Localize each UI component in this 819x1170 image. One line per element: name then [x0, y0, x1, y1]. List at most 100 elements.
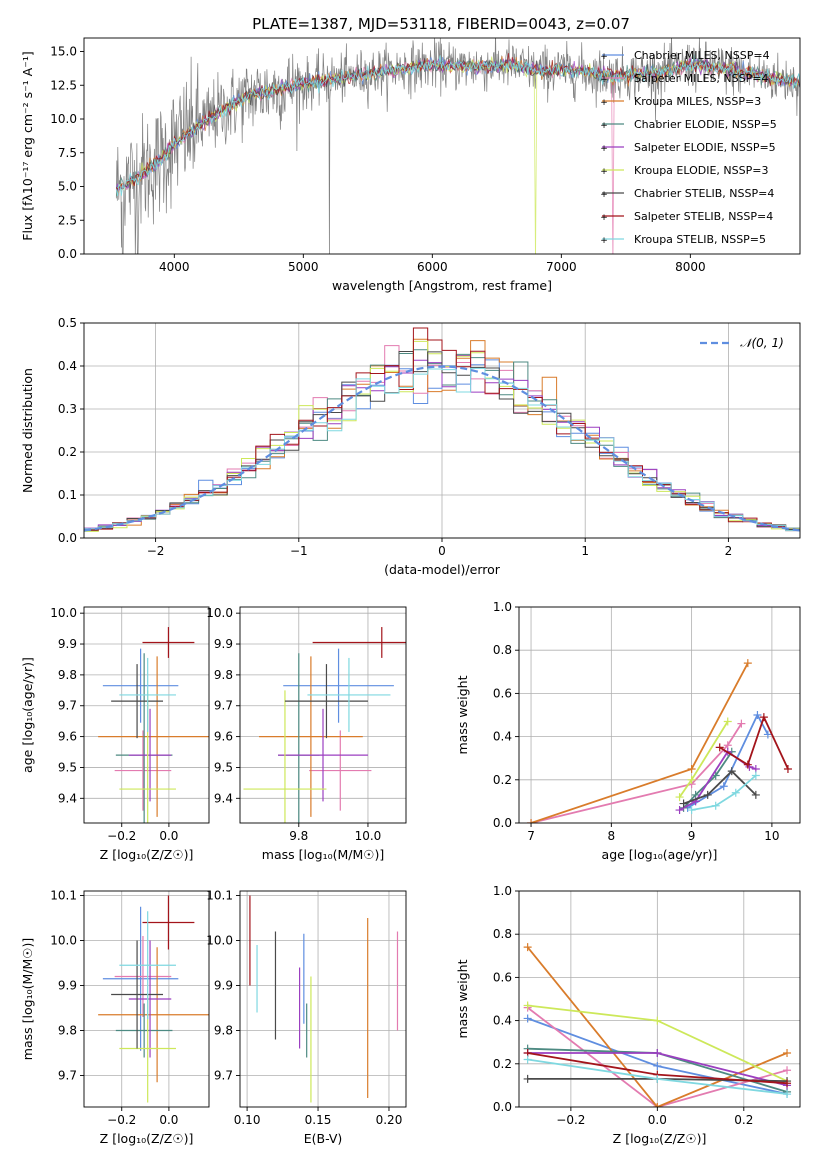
legend-entry: 𝒩(0, 1): [740, 336, 784, 350]
y-tick-label: 9.9: [214, 979, 233, 993]
errorbar-salpeter_miles: [114, 730, 172, 811]
legend-marker: +: [600, 190, 608, 200]
errorbar-salpeter_elodie: [128, 708, 172, 802]
y-tick-label: 0.0: [58, 531, 77, 545]
y-tick-label: 5.0: [58, 180, 77, 194]
normal-curve: [84, 365, 800, 532]
x-axis-label: Z [log₁₀(Z/Z☉)]: [613, 1131, 707, 1146]
series-point: [527, 819, 536, 823]
series-kroupa_miles: [527, 659, 752, 823]
axes-border: [239, 890, 407, 1108]
x-tick-label: 0.0: [159, 829, 178, 843]
x-tick-label: −1: [290, 544, 308, 558]
legend-entry: Salpeter ELODIE, NSSP=5: [634, 141, 776, 154]
residuals-legend: 𝒩(0, 1): [700, 336, 784, 350]
x-tick-label: 9: [688, 829, 696, 843]
legend-entry: Kroupa MILES, NSSP=3: [634, 95, 761, 108]
chart-massweight-vs-z: −0.2 0.0 0.2 0.0 0.2 0.4 0.6 0.8 1.0 Z [log₁₀(Z/Z…: [455, 884, 801, 1146]
chart-mass-vs-z: −0.2 0.0 9.7 9.8 9.9 10.0 10.1 Z [log₁₀(Z/Z☉)] m…: [20, 889, 210, 1146]
y-tick-label: 0.6: [493, 970, 512, 984]
series-point: [763, 730, 772, 739]
errorbar-kroupa_miles: [98, 947, 209, 1083]
series-point: [703, 790, 712, 799]
x-tick-label: 4000: [159, 260, 190, 274]
series-point: [653, 1103, 662, 1107]
y-tick-label: 9.8: [58, 1024, 77, 1038]
legend-marker: +: [600, 213, 608, 223]
chart-mass-vs-ebv: 0.10 0.15 0.20 9.7 9.8 9.9 10.0 10.1 E(B-V): [206, 889, 407, 1146]
y-tick-label: 9.9: [58, 979, 77, 993]
y-tick-label: 1.0: [493, 600, 512, 614]
errorbar-chabrier_miles: [102, 648, 179, 723]
legend-entry: Chabrier STELIB, NSSP=4: [634, 187, 774, 200]
y-tick-label: 9.6: [58, 730, 77, 744]
plot-area: [98, 627, 209, 823]
model-spectrum-kroupa_stelib: [115, 55, 800, 196]
y-tick-label: 0.4: [493, 1014, 512, 1028]
errorbar-chabrier_miles: [102, 906, 179, 1051]
y-tick-label: 10.0: [50, 112, 77, 126]
y-tick-label: 7.5: [58, 146, 77, 160]
series-line: [719, 714, 789, 770]
histogram-chabrier_stelib: [84, 351, 800, 530]
y-axis-label: Normed distribution: [20, 368, 35, 493]
axes-border: [239, 606, 407, 824]
series-point: [675, 806, 684, 815]
errorbar-kroupa_stelib: [119, 657, 176, 732]
figure-title: PLATE=1387, MJD=53118, FIBERID=0043, z=0…: [252, 15, 630, 33]
series-point: [523, 943, 532, 952]
chart-age-vs-z: −0.2 0.0 9.4 9.5 9.6 9.7 9.8 9.9 10.0 Z [log₁₀(Z/…: [20, 606, 210, 862]
y-tick-label: 9.5: [58, 760, 77, 774]
y-tick-label: 9.4: [214, 791, 233, 805]
axes-border: [83, 890, 210, 1108]
series-point: [753, 711, 762, 719]
errorbar-kroupa_stelib: [307, 657, 391, 732]
plot-area: [98, 895, 209, 1103]
x-tick-label: 6000: [417, 260, 448, 274]
legend-entry: Chabrier ELODIE, NSSP=5: [634, 118, 777, 131]
series-point: [653, 1061, 662, 1070]
series-point: [731, 788, 740, 797]
x-tick-label: 0.10: [234, 1113, 261, 1127]
y-tick-label: 12.5: [50, 78, 77, 92]
y-tick-label: 9.7: [214, 1069, 233, 1083]
y-tick-label: 9.4: [58, 791, 77, 805]
axes-frame: −2 −1 0 1 2 0.0 0.1 0.2 0.3 0.4 0.5 (data-model)/er…: [20, 316, 801, 577]
y-tick-label: 0.2: [493, 1057, 512, 1071]
x-axis-label: mass [log₁₀(M/M☉)]: [262, 847, 384, 862]
series-point: [719, 782, 728, 791]
x-tick-label: 0.15: [305, 1113, 332, 1127]
errorbar-chabrier_stelib: [284, 664, 368, 739]
x-tick-label: 7000: [546, 260, 577, 274]
series-chabrier_miles: [683, 711, 772, 812]
series-kroupa_stelib: [687, 771, 760, 815]
series-point: [523, 1014, 532, 1023]
errorbar-kroupa_stelib: [119, 911, 176, 1020]
y-tick-label: 10.0: [50, 606, 77, 620]
errorbar-salpeter_elodie: [128, 940, 172, 1058]
y-axis-label: mass [log₁₀(M/M☉)]: [20, 938, 35, 1060]
legend-entry: Salpeter STELIB, NSSP=4: [634, 210, 773, 223]
y-tick-label: 15.0: [50, 45, 77, 59]
x-tick-label: 2: [725, 544, 733, 558]
legend-marker: +: [600, 236, 608, 246]
series-point: [687, 806, 696, 815]
series-point: [687, 765, 696, 773]
chart-massweight-vs-age: 7 8 9 10 0.0 0.2 0.4 0.6 0.8 1.0 age [log₁₀(age/yr…: [455, 600, 801, 862]
errorbar-kroupa_elodie: [243, 690, 327, 823]
errorbar-salpeter_stelib: [312, 627, 406, 658]
x-tick-label: 8: [608, 829, 616, 843]
y-tick-label: 10.0: [206, 934, 233, 948]
series-point: [679, 799, 688, 808]
legend-entry: Chabrier MILES, NSSP=4: [634, 49, 770, 62]
series-point: [783, 1090, 792, 1099]
series-point: [723, 717, 732, 726]
plot-area: [84, 327, 800, 532]
axes-frame: 7 8 9 10 0.0 0.2 0.4 0.6 0.8 1.0 age [log₁₀(age/yr…: [455, 600, 801, 862]
x-tick-label: 0.0: [159, 1113, 178, 1127]
x-tick-label: 10.0: [355, 829, 382, 843]
y-tick-label: 9.7: [214, 699, 233, 713]
x-tick-label: 0.2: [734, 1113, 753, 1127]
y-tick-label: 0.5: [58, 316, 77, 330]
